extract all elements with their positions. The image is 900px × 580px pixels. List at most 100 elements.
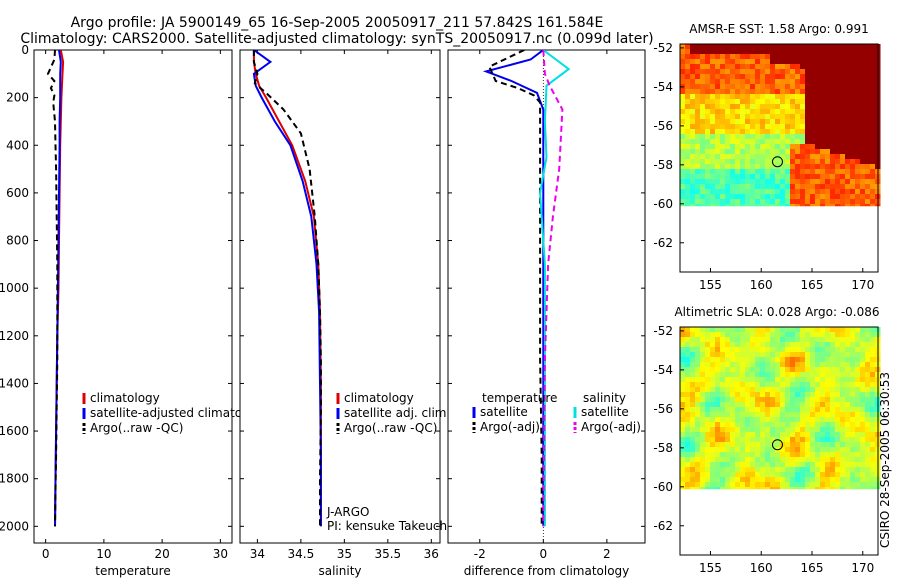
map-cell [760, 337, 766, 343]
map-cell [745, 487, 751, 490]
map-cell [720, 437, 726, 443]
map-cell [855, 79, 861, 85]
map-cell [750, 412, 756, 418]
map-cell [770, 59, 776, 65]
map-cell [710, 407, 716, 413]
map-cell [690, 437, 696, 443]
x-tick-label: 35.5 [374, 547, 401, 561]
map-cell [855, 367, 861, 373]
map-cell [825, 154, 831, 160]
map-cell [750, 84, 756, 90]
map-cell [835, 477, 841, 483]
map-cell [690, 457, 696, 463]
map-cell [785, 437, 791, 443]
map-cell [785, 84, 791, 90]
map-cell [780, 357, 786, 363]
map-cell [775, 159, 781, 165]
float-position-marker [771, 156, 783, 168]
map-cell [745, 159, 751, 165]
map-cell [870, 412, 876, 418]
map-cell [680, 59, 686, 65]
map-cell [755, 199, 761, 205]
map-cell [695, 447, 701, 453]
map-cell [830, 392, 836, 398]
map-cell [695, 194, 701, 200]
map-cell [795, 169, 801, 175]
map-cell [810, 387, 816, 393]
map-cell [760, 179, 766, 185]
map-cell [825, 452, 831, 458]
map-cell [775, 189, 781, 195]
map-cell [860, 402, 866, 408]
map-cell [865, 84, 871, 90]
map-cell [755, 402, 761, 408]
map-cell [785, 194, 791, 200]
map-cell [825, 149, 831, 155]
map-cell [685, 417, 691, 423]
map-cell [870, 154, 876, 160]
map-cell [690, 179, 696, 185]
map-cell [780, 74, 786, 80]
map-cell [720, 412, 726, 418]
map-cell [745, 189, 751, 195]
map-cell [705, 457, 711, 463]
map-cell [850, 109, 856, 115]
map-cell [840, 124, 846, 130]
map-cell [800, 412, 806, 418]
map-cell [755, 432, 761, 438]
map-cell [755, 134, 761, 140]
legend-label: satellite-adjusted climatology [90, 406, 268, 420]
map-cell [705, 337, 711, 343]
map-cell [830, 134, 836, 140]
map-cell [855, 427, 861, 433]
map-cell [700, 432, 706, 438]
map-cell [755, 362, 761, 368]
map-cell [680, 402, 686, 408]
map-cell [855, 342, 861, 348]
map-cell [760, 114, 766, 120]
map-cell [855, 457, 861, 463]
map-cell [770, 79, 776, 85]
map-cell [800, 407, 806, 413]
map-cell [785, 387, 791, 393]
map-cell [720, 194, 726, 200]
map-cell [815, 467, 821, 473]
map-cell [775, 174, 781, 180]
map-cell [725, 59, 731, 65]
map-cell [735, 89, 741, 95]
map-cell [700, 442, 706, 448]
map-cell [805, 174, 811, 180]
map-cell [840, 407, 846, 413]
map-cell [715, 134, 721, 140]
map-cell [860, 104, 866, 110]
map-cell [690, 84, 696, 90]
map-cell [770, 89, 776, 95]
map-cell [750, 119, 756, 125]
map-cell [830, 144, 836, 150]
map-cell [715, 189, 721, 195]
map-cell [815, 139, 821, 145]
map-cell [795, 382, 801, 388]
map-cell [800, 64, 806, 70]
map-cell [810, 447, 816, 453]
map-cell [835, 472, 841, 478]
map-cell [770, 189, 776, 195]
map-cell [865, 357, 871, 363]
map-cell [800, 482, 806, 488]
map-cell [735, 164, 741, 170]
map-cell [680, 199, 686, 205]
map-cell [845, 422, 851, 428]
map-cell [760, 64, 766, 70]
map-cell [720, 462, 726, 468]
map-cell [740, 54, 746, 60]
map-cell [780, 204, 786, 207]
map-cell [800, 437, 806, 443]
map-cell [850, 462, 856, 468]
map-cell [825, 139, 831, 145]
map-cell [815, 422, 821, 428]
map-cell [825, 327, 831, 333]
map-cell [770, 357, 776, 363]
map-cell [690, 139, 696, 145]
map-cell [765, 327, 771, 333]
map-cell [710, 199, 716, 205]
